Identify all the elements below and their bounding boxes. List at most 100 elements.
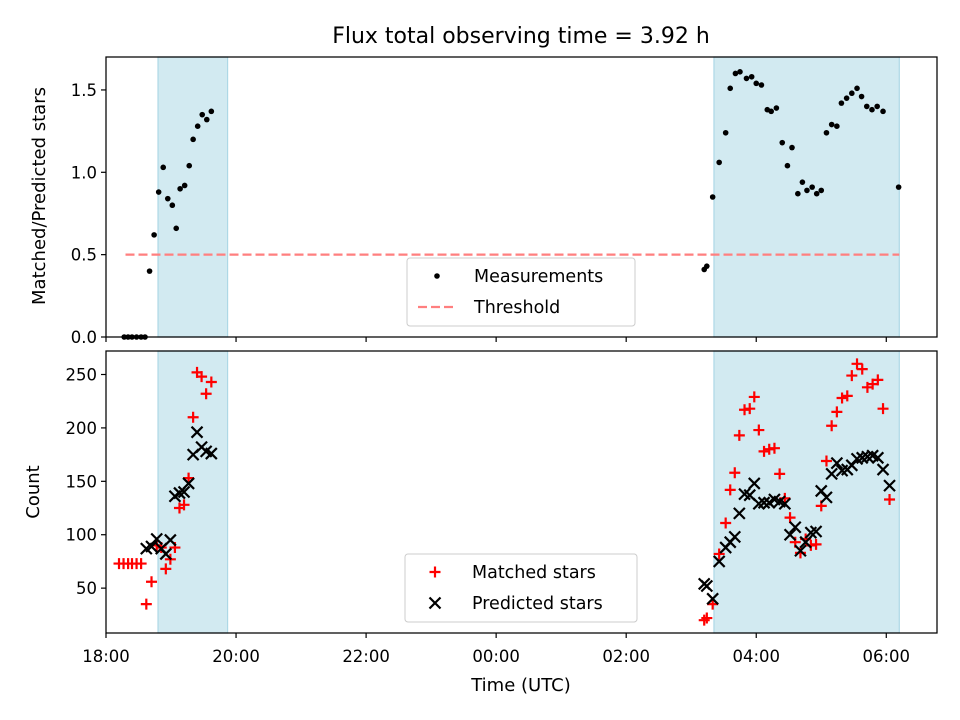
ratio-panel: 0.0 0.5 1.0 1.5 Matched/Predicted stars Mea…: [29, 56, 938, 347]
legend-matched-swatch: [429, 566, 441, 578]
measurements-point: [854, 85, 860, 92]
count-y-axis-label: Count: [23, 465, 44, 518]
measurements-point: [874, 103, 880, 110]
measurements-point: [809, 184, 815, 190]
measurements-point: [155, 189, 162, 195]
count-y-ticks: 50 100 150 200 250: [66, 366, 106, 598]
measurements-point: [880, 108, 886, 115]
measurements-point: [818, 187, 825, 194]
count-panel: 18:00 20:00 22:00 00:00 02:00 04:00 06:00 50 10…: [23, 350, 938, 666]
measurements-point: [795, 190, 801, 197]
measurements-point: [164, 195, 171, 202]
count-legend: Matched stars Predicted stars: [404, 553, 638, 623]
count-axes-frame: [105, 350, 938, 634]
y-tick-label: 100: [66, 526, 98, 545]
matched-stars-point: [831, 406, 843, 418]
legend-label: Threshold: [473, 298, 560, 318]
measurements-point: [753, 80, 760, 87]
predicted-stars-point: [809, 525, 823, 538]
x-axis-label: Time (UTC): [470, 675, 571, 696]
predicted-stars-point: [757, 496, 771, 509]
predicted-stars-point: [783, 528, 797, 542]
measurements-point: [789, 144, 795, 151]
measurements-point: [799, 179, 806, 185]
matched-stars-point: [720, 517, 732, 529]
measurements-point: [779, 139, 786, 146]
measurements-point: [181, 182, 188, 189]
measurements-point: [834, 123, 840, 129]
legend-measurements-swatch: [434, 273, 440, 279]
legend-box: [404, 553, 638, 623]
measurements-point: [773, 105, 780, 111]
count-marks: [113, 358, 896, 626]
measurements-point: [813, 190, 820, 197]
predicted-stars-point: [825, 467, 838, 481]
matched-stars-point: [146, 576, 158, 588]
predicted-stars-point: [778, 497, 792, 511]
matched-stars-point: [826, 420, 838, 432]
matched-stars-point: [748, 391, 760, 403]
y-tick-label: 0.5: [71, 246, 97, 265]
measurements-point: [784, 162, 791, 169]
matched-stars-point: [729, 467, 741, 479]
predicted-stars-point: [150, 532, 163, 546]
x-tick-label: 22:00: [342, 647, 390, 666]
measurements-point: [186, 162, 193, 169]
chart-title: Flux total observing time = 3.92 h: [332, 24, 710, 49]
y-tick-label: 1.5: [71, 81, 97, 100]
measurements-point: [203, 116, 210, 123]
matched-stars-point: [877, 403, 889, 415]
y-tick-label: 1.0: [71, 163, 97, 182]
x-tick-label: 06:00: [863, 647, 911, 666]
measurements-point: [194, 123, 201, 129]
matched-stars-point: [856, 363, 868, 375]
legend-label: Measurements: [474, 267, 603, 287]
matched-stars-point: [733, 429, 745, 441]
measurements-point: [743, 75, 750, 82]
predicted-stars-point: [182, 477, 195, 490]
x-tick-label: 18:00: [82, 647, 130, 666]
measurements-point: [732, 70, 739, 77]
matched-stars-point: [884, 493, 896, 505]
observing-interval-band: [157, 350, 229, 634]
matched-stars-point: [713, 548, 725, 560]
matched-stars-point: [196, 371, 208, 383]
matched-stars-point: [744, 403, 756, 415]
predicted-stars-point: [733, 507, 746, 520]
y-tick-label: 250: [66, 366, 98, 385]
matched-stars-point: [140, 598, 152, 610]
measurements-point: [863, 103, 870, 110]
matched-stars-point: [758, 445, 770, 457]
measurements-point: [190, 136, 196, 143]
matched-stars-point: [200, 388, 212, 400]
ratio-y-axis-label: Matched/Predicted stars: [29, 87, 50, 305]
measurements-point: [727, 85, 734, 92]
matched-stars-point: [851, 358, 863, 370]
x-tick-label: 04:00: [732, 647, 780, 666]
predicted-stars-point: [871, 451, 885, 465]
matched-stars-point: [836, 392, 848, 404]
matched-stars-point: [160, 563, 172, 575]
measurements-point: [758, 82, 765, 88]
matched-stars-point: [779, 492, 791, 504]
measurements-point: [768, 108, 774, 115]
measurements-point: [823, 129, 830, 136]
matched-stars-point: [810, 538, 822, 550]
x-tick-label: 00:00: [472, 647, 520, 666]
measurements-point: [151, 232, 157, 238]
count-x-ticks: 18:00 20:00 22:00 00:00 02:00 04:00 06:00: [82, 633, 910, 666]
measurements-point: [709, 194, 716, 200]
observing-interval-band: [713, 350, 900, 634]
matched-stars-point: [820, 455, 832, 467]
predicted-stars-point: [883, 479, 896, 492]
predicted-stars-point: [159, 547, 173, 561]
predicted-stars-point: [706, 592, 719, 606]
measurements-point: [208, 108, 215, 115]
measurements-point: [843, 95, 850, 101]
matched-stars-point: [774, 468, 786, 480]
ratio-legend: Measurements Threshold: [406, 257, 636, 327]
predicted-stars-point: [799, 535, 812, 549]
predicted-stars-point: [794, 544, 807, 558]
predicted-stars-point: [788, 520, 802, 534]
x-tick-label: 20:00: [212, 647, 260, 666]
